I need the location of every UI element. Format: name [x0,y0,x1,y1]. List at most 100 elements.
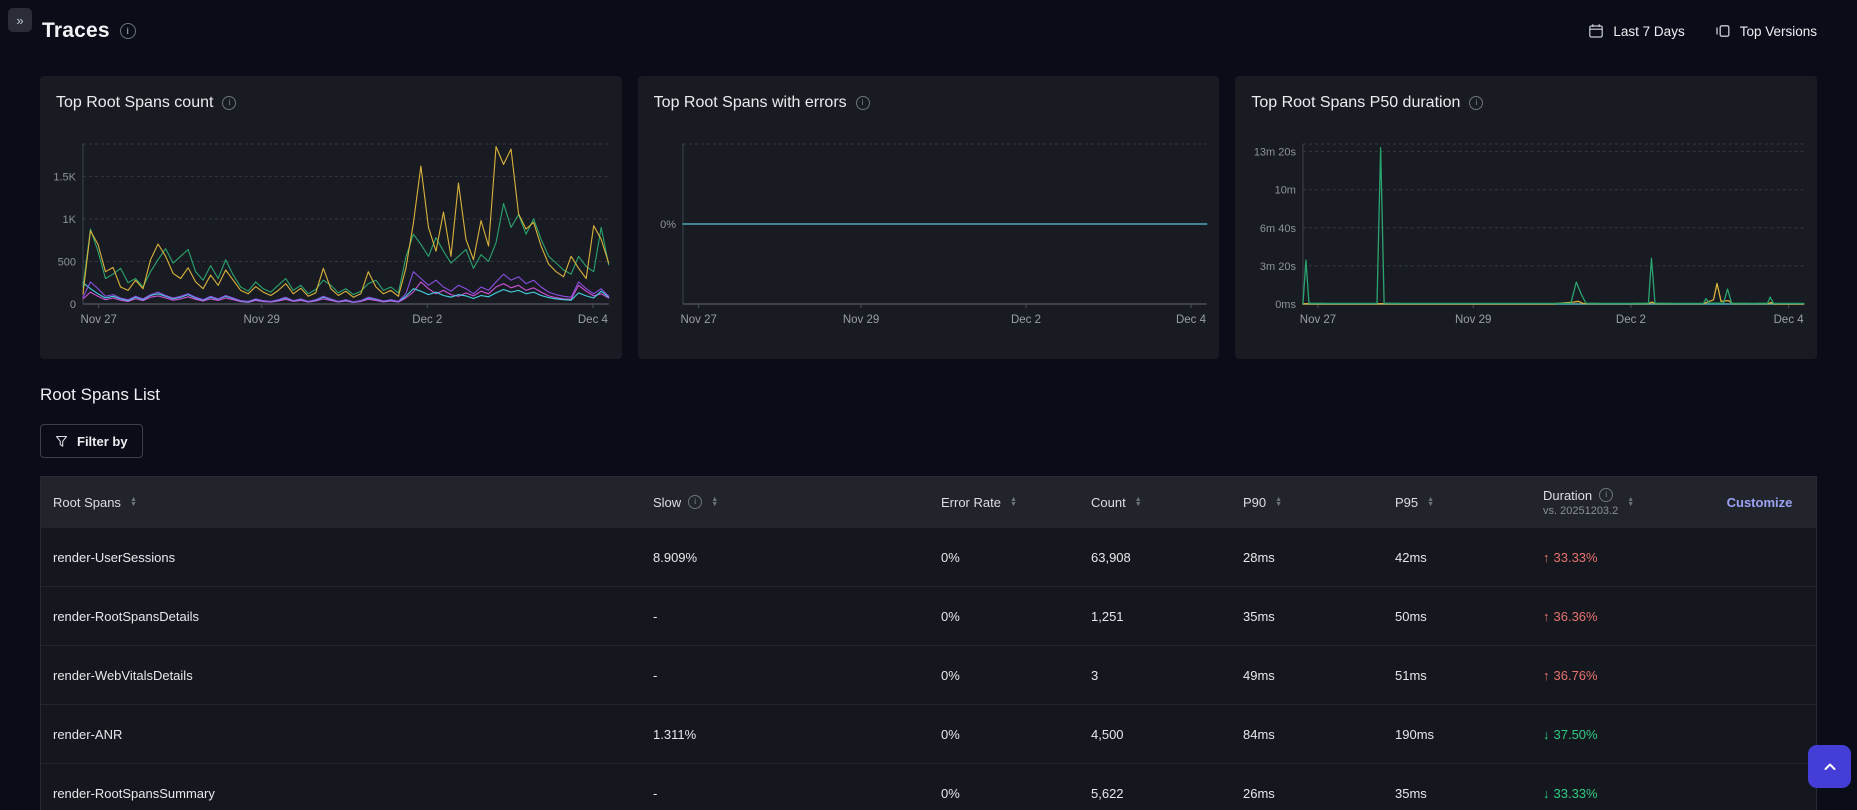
cell-error-rate: 0% [941,726,960,742]
cell-count: 63,908 [1091,549,1131,565]
funnel-icon [55,435,68,448]
column-label: Slow [653,494,682,510]
versions-icon [1715,23,1731,39]
p50-green [1302,147,1805,305]
cell-duration-change: ↑ 33.33% [1531,550,1703,565]
cell-p95: 50ms [1395,608,1427,624]
chart-title: Top Root Spans count [56,94,214,111]
column-header-p95[interactable]: P95 ▲ ▼ [1383,495,1531,510]
table-row[interactable]: render-ANR 1.311% 0% 4,500 84ms 190ms ↓ 37.50% [41,704,1816,763]
column-header-customize[interactable]: Customize [1703,495,1816,510]
sort-icon[interactable]: ▲ ▼ [1627,496,1635,508]
cell-error-rate: 0% [941,785,960,801]
charts-row: Top Root Spans count i 0 500 1K 1.5K Nov 27 N… [40,76,1818,359]
sort-icon[interactable]: ▲ ▼ [1427,496,1435,508]
sidebar-expand-button[interactable]: » [8,8,32,32]
cell-root-span: render-WebVitalsDetails [53,667,193,683]
cell-p90: 84ms [1243,726,1275,742]
cell-error-rate: 0% [941,608,960,624]
table-row[interactable]: render-UserSessions 8.909% 0% 63,908 28ms 42m… [41,527,1816,586]
column-label: Count [1091,494,1126,510]
info-icon[interactable]: i [855,96,870,110]
x-tick-label: Nov 29 [244,314,280,326]
table-body: render-UserSessions 8.909% 0% 63,908 28ms 42m… [41,527,1816,810]
column-header-duration[interactable]: Duration i vs. 20251203.2 ▲ ▼ [1531,488,1703,517]
page-info-icon[interactable]: i [119,23,136,39]
page-title-text: Traces [42,19,110,42]
x-tick-label: Dec 4 [1176,314,1207,326]
sort-icon[interactable]: ▲ ▼ [1009,496,1017,508]
chart-canvas-count: 0 500 1K 1.5K Nov 27 Nov 29 Dec 2 Dec 4 [53,143,610,326]
info-icon[interactable]: i [222,96,237,110]
cell-duration-change: ↑ 36.36% [1531,609,1703,624]
x-tick-label: Nov 27 [680,314,716,326]
chart-card-root-spans-p50: Top Root Spans P50 duration i 0ms 3m 20s 6… [1235,76,1818,359]
cell-p90: 49ms [1243,667,1275,683]
column-label: P90 [1243,494,1267,510]
date-range-button[interactable]: Last 7 Days [1588,23,1685,39]
sort-icon[interactable]: ▲ ▼ [1134,496,1142,508]
info-icon[interactable]: i [1599,488,1614,502]
cell-count: 1,251 [1091,608,1124,624]
column-header-name[interactable]: Root Spans ▲ ▼ [41,495,641,510]
table-header-row: Root Spans ▲ ▼ Slow i ▲ ▼ Error Rate ▲ ▼ Count ▲ ▼ P9… [41,477,1816,527]
top-versions-button[interactable]: Top Versions [1715,23,1817,39]
cell-error-rate: 0% [941,549,960,565]
cell-root-span: render-UserSessions [53,549,176,565]
y-tick-label: 13m 20s [1254,147,1297,159]
root-spans-list-heading: Root Spans List [40,385,161,404]
root-spans-table: Root Spans ▲ ▼ Slow i ▲ ▼ Error Rate ▲ ▼ Count ▲ ▼ P9… [40,476,1817,810]
duration-change-value: 33.33% [1553,785,1598,801]
x-tick-label: Nov 27 [81,314,117,326]
x-tick-label: Dec 4 [578,314,609,326]
topbar: Traces i Last 7 Days [42,14,1817,48]
page-title: Traces i [42,19,136,43]
x-tick-label: Nov 27 [1300,314,1336,326]
table-row[interactable]: render-WebVitalsDetails - 0% 3 49ms 51ms ↑ 36.7… [41,645,1816,704]
arrow-down-icon: ↓ [1543,726,1550,742]
cell-root-span: render-RootSpansDetails [53,608,199,624]
cell-slow: 1.311% [653,726,697,742]
info-icon[interactable]: i [1469,96,1484,110]
column-label: Error Rate [941,494,1001,510]
column-header-error_rate[interactable]: Error Rate ▲ ▼ [929,495,1079,510]
cell-slow: - [653,608,658,624]
x-tick-label: Nov 29 [1455,314,1491,326]
duration-change-value: 36.76% [1553,667,1598,683]
column-header-slow[interactable]: Slow i ▲ ▼ [641,495,929,510]
column-header-p90[interactable]: P90 ▲ ▼ [1231,495,1383,510]
column-sublabel: vs. 20251203.2 [1543,504,1619,517]
cell-p95: 35ms [1395,785,1427,801]
table-row[interactable]: render-RootSpansDetails - 0% 1,251 35ms 50ms ↑… [41,586,1816,645]
sort-icon[interactable]: ▲ ▼ [129,496,137,508]
x-tick-label: Dec 2 [412,314,442,326]
table-row[interactable]: render-RootSpansSummary - 0% 5,622 26ms 35ms ↓… [41,763,1816,810]
cell-p95: 42ms [1395,549,1427,565]
y-tick-label: 10m [1275,185,1296,197]
cell-p90: 35ms [1243,608,1275,624]
x-tick-label: Dec 4 [1774,314,1805,326]
duration-change-value: 37.50% [1553,726,1598,742]
info-icon[interactable]: i [688,495,703,509]
cell-error-rate: 0% [941,667,960,683]
topbar-controls: Last 7 Days Top Versions [1588,23,1817,39]
cell-count: 3 [1091,667,1099,683]
column-label: Customize [1726,494,1793,510]
sort-icon[interactable]: ▲ ▼ [1275,496,1283,508]
x-tick-label: Dec 2 [1616,314,1646,326]
cell-slow: - [653,785,658,801]
y-tick-label: 0ms [1276,299,1297,311]
sort-icon[interactable]: ▲ ▼ [711,496,719,508]
scroll-to-top-button[interactable] [1808,745,1851,788]
arrow-up-icon: ↑ [1543,608,1550,624]
column-header-count[interactable]: Count ▲ ▼ [1079,495,1231,510]
cell-count: 5,622 [1091,785,1124,801]
chart-canvas-errors: 0% Nov 27 Nov 29 Dec 2 Dec 4 [660,143,1208,326]
filter-by-button[interactable]: Filter by [40,424,143,458]
arrow-up-icon: ↑ [1543,667,1550,683]
arrow-up-icon: ↑ [1543,549,1550,565]
series-purple [82,271,610,303]
cell-root-span: render-RootSpansSummary [53,785,215,801]
duration-change-value: 33.33% [1553,549,1598,565]
